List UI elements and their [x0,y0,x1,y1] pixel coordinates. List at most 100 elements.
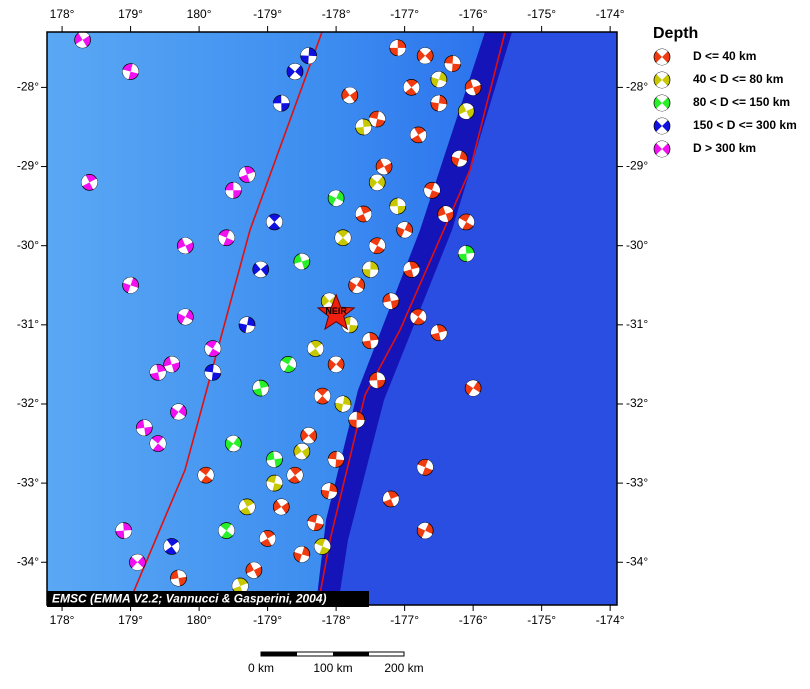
ball-wedge [300,47,317,64]
beachball [129,553,146,571]
beachball [314,387,331,405]
scale-label: 0 km [248,661,274,675]
beachball [286,466,304,484]
ball-wedge [389,198,406,215]
beachball [122,276,139,294]
beachball [341,86,359,104]
legend-title: Depth [653,25,698,42]
station-label: NEIR [325,306,347,316]
ball-wedge [355,206,372,222]
beachball [224,181,242,199]
ball-wedge [232,578,249,594]
ball-wedge [458,214,475,229]
beachball [382,292,400,310]
beachball [122,63,139,80]
ball-wedge [307,342,324,355]
ball-wedge [334,232,351,244]
lon-label: -179° [253,613,282,627]
ball-wedge [254,261,267,278]
beachball [204,363,222,381]
ball-wedge [273,95,290,112]
ball-wedge [376,158,392,175]
lon-label: -177° [390,7,419,21]
beachball [430,94,448,112]
ball-wedge [252,380,269,396]
ball-wedge [122,63,139,80]
beachball [457,213,475,231]
lon-label: -175° [527,613,556,627]
ball-wedge [136,419,153,436]
beachball [464,79,482,96]
lon-label: 180° [187,7,212,21]
scale-label: 100 km [313,661,352,675]
ball-wedge [81,175,98,190]
credit: EMSC (EMMA V2.2; Vannucci & Gasperini, 2… [52,592,327,606]
beachball [286,63,304,80]
beachball [362,261,379,278]
ball-wedge [170,570,187,587]
ball-wedge [382,491,399,507]
ball-wedge [656,49,668,65]
beachball [348,411,366,429]
beachball [224,435,242,452]
ball-wedge [362,261,379,278]
lon-label: -179° [253,7,282,21]
lat-label: -32° [626,396,648,410]
beachball [170,569,187,587]
ball-wedge [239,316,255,333]
beachball [348,276,366,294]
credit-box [47,591,369,607]
beachball [355,118,372,136]
beachball [396,221,413,239]
lat-label: -31° [17,317,39,331]
ball-wedge [123,277,139,294]
beachball [218,229,235,247]
ball-wedge [343,87,357,104]
ball-wedge [419,47,432,64]
beachball [327,356,345,373]
ball-wedge [430,95,447,112]
legend-label: 40 < D <= 80 km [693,72,783,86]
ball-wedge [458,245,475,262]
beachball [437,205,455,223]
ball-wedge [369,111,386,127]
beachball [389,197,407,215]
beachball [245,561,263,579]
lat-label: -33° [626,475,648,489]
beachball [389,39,407,57]
beachball [238,166,256,183]
ball-wedge [369,372,386,389]
ball-wedge [656,72,668,88]
legend-label: 80 < D <= 150 km [693,95,790,109]
legend-swatch [653,71,671,89]
beachball [334,395,352,413]
beachball [409,126,427,144]
ball-wedge [149,364,166,381]
ball-wedge [178,237,193,254]
lat-label: -33° [17,475,39,489]
lon-label: 180° [187,613,212,627]
ball-wedge [302,427,315,444]
ball-wedge [403,261,420,278]
ball-wedge [403,81,420,94]
beachball [416,458,434,476]
ball-wedge [131,554,144,571]
ball-wedge [266,216,283,228]
legend-swatch [653,117,671,135]
ball-wedge [280,357,297,372]
legend-swatch [653,140,671,158]
lat-label: -30° [626,238,648,252]
beachball [314,538,331,555]
beachball [457,245,475,262]
beachball [218,522,235,539]
beachball [423,181,441,199]
scale-label: 200 km [384,661,423,675]
ball-wedge [259,531,276,546]
beachball [355,205,372,223]
beachball [252,379,270,397]
ball-wedge [383,293,399,310]
beachball [238,498,256,516]
ball-wedge [204,341,221,356]
ball-wedge [225,182,242,199]
ball-wedge [226,435,240,452]
